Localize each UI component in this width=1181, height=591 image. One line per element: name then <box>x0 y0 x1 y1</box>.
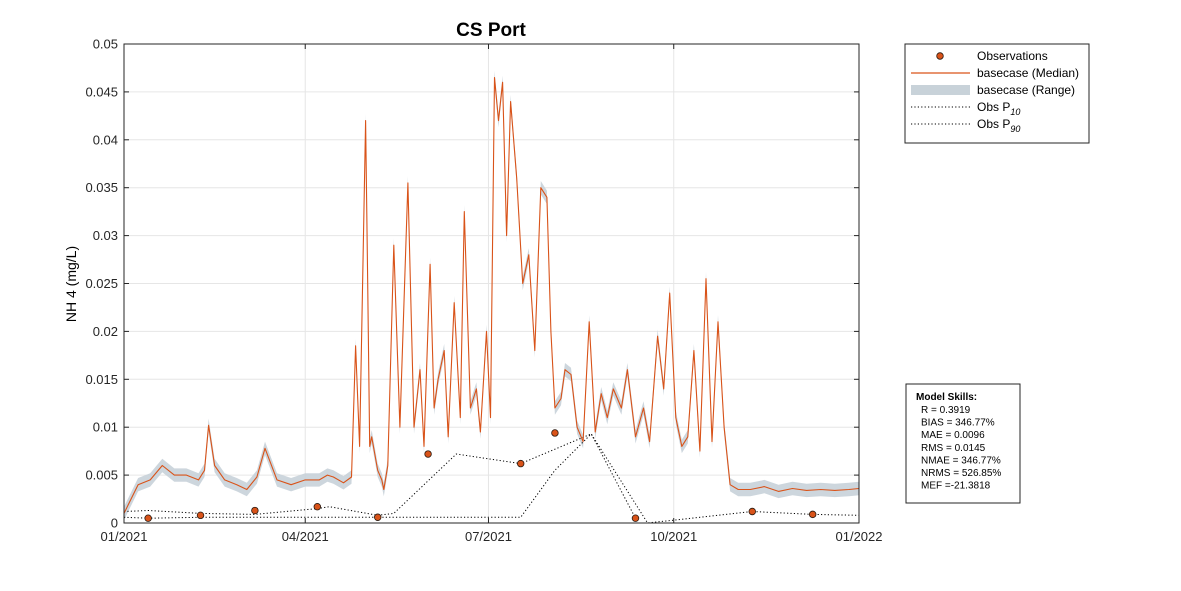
observation-point <box>374 513 382 521</box>
model-skills-line: NMAE = 346.77% <box>921 455 1001 466</box>
y-tick-label: 0.02 <box>93 324 118 339</box>
model-skills-box: Model Skills: R = 0.3919 BIAS = 346.77%MAE… <box>905 383 1021 504</box>
y-tick-label: 0.025 <box>85 276 118 291</box>
x-tick-label: 04/2021 <box>282 529 329 544</box>
observation-point <box>251 506 259 515</box>
y-tick-label: 0.005 <box>85 468 118 483</box>
observation-point <box>196 511 205 520</box>
x-tick-label: 10/2021 <box>650 529 697 544</box>
y-axis-label: NH 4 (mg/L) <box>63 246 79 322</box>
observation-point <box>551 429 559 437</box>
legend-label: basecase (Range) <box>977 83 1075 97</box>
x-tick-label: 01/2022 <box>836 529 883 544</box>
legend: Observations basecase (Median) basecase (R… <box>904 43 1090 144</box>
plot-area: 0 0.005 0.01 0.015 0.02 0.025 0.03 0.035 0.04 0.0… <box>85 37 882 545</box>
legend-label-subscript: 10 <box>1010 107 1020 117</box>
y-tick-label: 0.05 <box>93 37 118 52</box>
observation-point <box>313 503 322 511</box>
chart-title: CS Port <box>456 20 526 41</box>
legend-label-subscript: 90 <box>1010 124 1020 134</box>
legend-label-text: basecase (Range) <box>977 83 1075 97</box>
x-tick-label: 01/2021 <box>101 529 148 544</box>
legend-label: basecase (Median) <box>977 66 1079 80</box>
legend-label-text: Obs P <box>977 100 1010 114</box>
observation-point <box>808 510 817 519</box>
model-skills-line: RMS = 0.0145 <box>921 443 986 454</box>
x-tick-label: 07/2021 <box>465 529 512 544</box>
model-skills-title: Model Skills: <box>916 392 977 403</box>
model-skills-line: MAE = 0.0096 <box>921 430 985 441</box>
y-tick-label: 0 <box>111 516 118 531</box>
y-tick-label: 0.01 <box>93 420 118 435</box>
legend-label: Obs P10 <box>977 100 1020 117</box>
model-skills-line: BIAS = 346.77% <box>921 418 995 429</box>
observation-point <box>631 514 640 522</box>
legend-patch-range <box>911 85 970 95</box>
model-skills-line: MEF =-21.3818 <box>921 481 991 492</box>
observation-point <box>748 507 756 516</box>
observation-point <box>424 450 432 458</box>
y-tick-label: 0.03 <box>93 228 118 243</box>
observation-point <box>516 459 525 468</box>
model-skills-line: R = 0.3919 <box>921 405 971 416</box>
y-tick-label: 0.04 <box>93 132 118 147</box>
model-skills-frame <box>905 383 1021 504</box>
legend-label-text: Observations <box>977 49 1048 63</box>
model-skills-line: NRMS = 526.85% <box>921 468 1001 479</box>
y-tick-label: 0.035 <box>85 180 118 195</box>
legend-label: Obs P90 <box>977 117 1020 134</box>
legend-marker-observations <box>936 52 944 60</box>
legend-label: Observations <box>977 49 1048 63</box>
y-tick-label: 0.015 <box>85 372 118 387</box>
observation-point <box>144 514 152 522</box>
median-line <box>123 76 860 514</box>
legend-label-text: basecase (Median) <box>977 66 1079 80</box>
legend-label-text: Obs P <box>977 117 1010 131</box>
y-tick-label: 0.045 <box>85 84 118 99</box>
